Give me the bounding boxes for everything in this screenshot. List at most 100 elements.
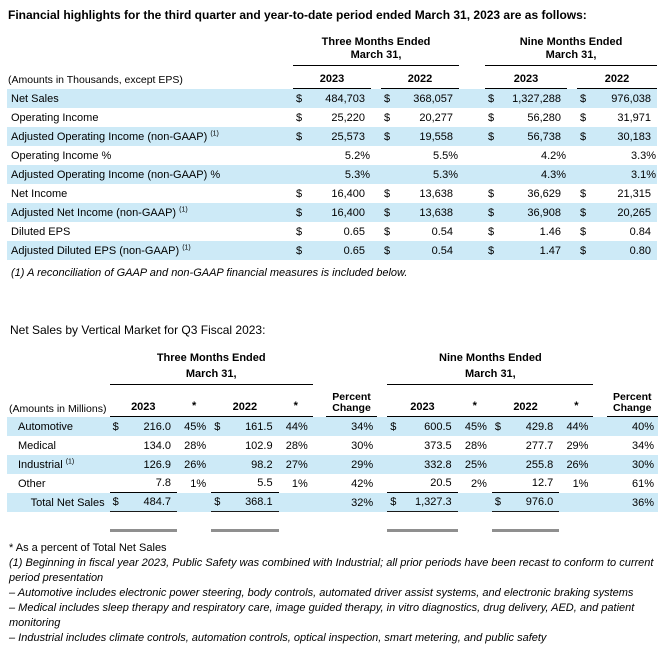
amount: 4.2%	[540, 149, 567, 162]
pct-of-total: 1%	[572, 477, 589, 490]
amount: 976.0	[506, 492, 560, 512]
col-header-year: 2022	[381, 65, 460, 89]
dollar-sign: $	[296, 111, 303, 124]
amount: 7.8	[124, 473, 177, 493]
dollar-sign: $	[384, 111, 391, 124]
dollar-sign: $	[580, 206, 587, 219]
table-row-adjusted-diluted-eps: Adjusted Diluted EPS (non-GAAP) (1) $0.6…	[7, 240, 658, 260]
col-header-year: 2023	[387, 384, 458, 417]
year-header-row: (Amounts in Millions) 2023 * 2022 * Perc…	[7, 384, 658, 417]
table-row-adjusted-operating-income: Adjusted Operating Income (non-GAAP) (1)…	[7, 126, 658, 146]
percent-change: 34%	[351, 420, 374, 433]
industrial-definition: – Industrial includes climate controls, …	[9, 632, 547, 644]
underline-bar	[491, 511, 560, 532]
amount: 16,400	[331, 206, 365, 219]
vertical-market-table: Three Months Ended March 31, Nine Months…	[7, 349, 658, 532]
amount: 429.8	[525, 420, 554, 433]
asterisk-footnote: * As a percent of Total Net Sales	[9, 542, 167, 554]
table-row-net-income: Net Income $16,400 $13,638 $36,629 $21,3…	[7, 184, 657, 203]
pct-of-total: 28%	[285, 439, 308, 452]
amount: 161.5	[245, 420, 273, 433]
amount: 134.0	[143, 439, 171, 452]
col-header-year: 2022	[491, 384, 560, 417]
row-label: Adjusted Operating Income (non-GAAP) (1)	[11, 129, 219, 143]
amount: 16,400	[331, 187, 365, 200]
amount: 21,315	[617, 187, 652, 200]
pct-of-total: 27%	[285, 458, 308, 471]
row-label: Medical	[18, 439, 56, 452]
percent-change: 29%	[351, 458, 374, 471]
dollar-sign: $	[488, 244, 495, 257]
pct-of-total: 29%	[566, 439, 589, 452]
dollar-sign: $	[109, 492, 125, 512]
pct-of-total: 45%	[184, 420, 207, 433]
amount: 1.47	[539, 244, 562, 257]
amount: 277.7	[525, 439, 554, 452]
pct-of-total: 28%	[184, 439, 207, 452]
dollar-sign: $	[488, 111, 495, 124]
dollar-sign: $	[580, 225, 587, 238]
amount: 3.3%	[630, 149, 657, 162]
dollar-sign: $	[580, 244, 587, 257]
pct-of-total: 44%	[566, 420, 589, 433]
amount: 255.8	[525, 458, 554, 471]
amount: 484,703	[325, 92, 365, 105]
footnotes-section: * As a percent of Total Net Sales (1) Be…	[9, 541, 655, 646]
amount: 5.5%	[432, 149, 459, 162]
percent-change: 36%	[631, 496, 654, 509]
dollar-sign: $	[488, 206, 495, 219]
amount: 36,629	[527, 187, 562, 200]
percent-change: 40%	[631, 420, 654, 433]
amount: 25,573	[331, 130, 365, 143]
amount: 0.65	[343, 225, 365, 238]
amount: 13,638	[419, 206, 454, 219]
amount: 0.54	[431, 244, 454, 257]
percent-change: 30%	[351, 439, 374, 452]
gaap-reconciliation-footnote: (1) A reconciliation of GAAP and non-GAA…	[11, 266, 408, 279]
dollar-sign: $	[112, 420, 119, 433]
pct-of-total: 1%	[190, 477, 207, 490]
row-label: Total Net Sales	[30, 496, 105, 509]
dollar-sign: $	[296, 244, 303, 257]
medical-definition: – Medical includes sleep therapy and res…	[9, 602, 635, 629]
col-header-percent-change: Percent Change	[606, 384, 658, 417]
pct-of-total: 44%	[285, 420, 308, 433]
total-double-underline	[7, 511, 658, 532]
underline-bar	[109, 511, 177, 532]
table-row-other: Other 7.8 1% 5.5 1% 42% 20.5 2% 12.7 1% 61%	[7, 473, 658, 493]
group-header-row: Three Months Ended March 31, Nine Months…	[7, 349, 658, 385]
group-header-three-months: Three Months Ended March 31,	[293, 36, 460, 66]
dollar-sign: $	[488, 187, 495, 200]
pct-of-total: 2%	[470, 477, 487, 490]
amount: 31,971	[617, 111, 652, 124]
amount: 5.2%	[344, 149, 370, 162]
amount: 3.1%	[630, 168, 657, 181]
dollar-sign: $	[296, 130, 303, 143]
dollar-sign: $	[296, 92, 303, 105]
dollar-sign: $	[488, 225, 495, 238]
financial-highlights-table: Three Months Ended March 31, Nine Months…	[7, 36, 658, 260]
table-row-adjusted-net-income: Adjusted Net Income (non-GAAP) (1) $16,4…	[7, 202, 658, 222]
dollar-sign: $	[580, 92, 587, 105]
dollar-sign: $	[387, 492, 403, 512]
dollar-sign: $	[580, 130, 587, 143]
col-header-year: 2022	[211, 384, 279, 417]
amount: 368,057	[413, 92, 454, 105]
amount: 20.5	[402, 473, 458, 493]
table-caption: (Amounts in Thousands, except EPS)	[8, 73, 183, 86]
row-label: Automotive	[18, 420, 74, 433]
underline-bar	[211, 511, 279, 532]
dollar-sign: $	[491, 492, 507, 512]
percent-change: 32%	[351, 496, 374, 509]
row-label: Other	[18, 477, 46, 490]
amount: 20,277	[419, 111, 454, 124]
dollar-sign: $	[488, 92, 495, 105]
col-header-asterisk: *	[457, 384, 492, 417]
amount: 5.3%	[432, 168, 459, 181]
pct-of-total: 45%	[464, 420, 487, 433]
table-row-medical: Medical 134.0 28% 102.9 28% 30% 373.5 28% 2…	[7, 436, 658, 455]
row-label: Diluted EPS	[11, 225, 71, 238]
group-header-three-months: Three Months Ended March 31,	[109, 349, 313, 385]
row-label: Adjusted Operating Income (non-GAAP) %	[11, 168, 221, 181]
amount: 484.7	[124, 492, 177, 512]
